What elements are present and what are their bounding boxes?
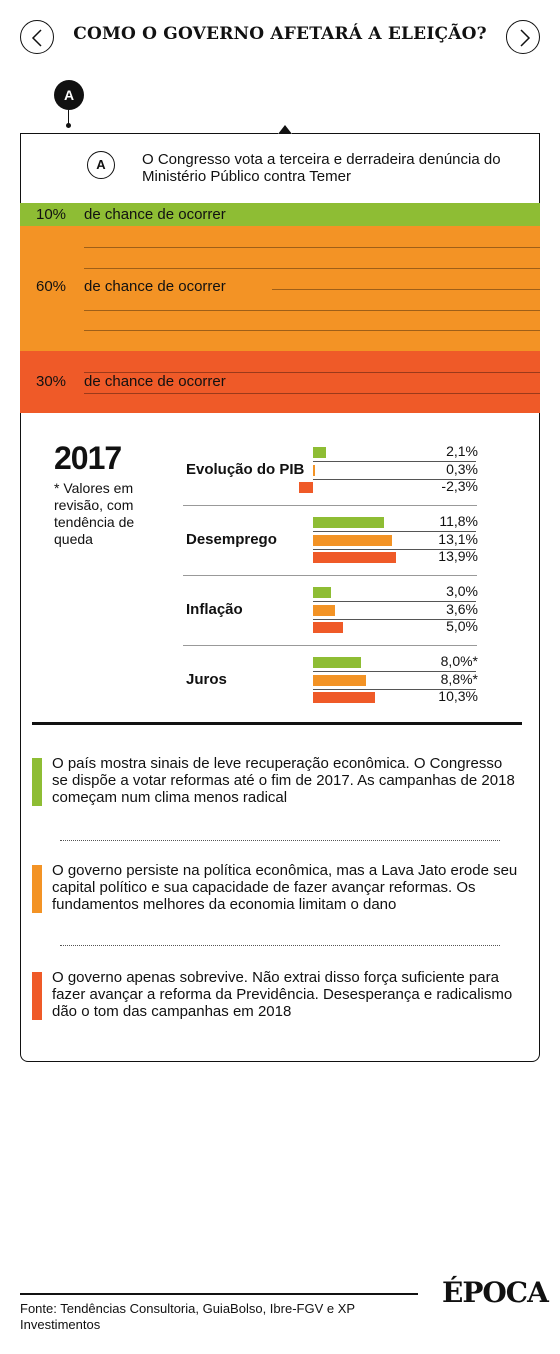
row-separator xyxy=(313,618,476,620)
bar xyxy=(313,657,361,668)
row-separator xyxy=(313,601,476,602)
footer-rule xyxy=(20,1293,418,1295)
data-label: 3,6% xyxy=(446,600,478,617)
data-label: 8,8%* xyxy=(440,670,478,687)
outlook-year: 2017 xyxy=(54,440,122,476)
data-label: 13,1% xyxy=(438,530,478,547)
bar xyxy=(313,464,315,476)
band-pct-mid: 60% xyxy=(36,278,67,295)
data-label: 8,0%* xyxy=(440,653,478,669)
scenario-text: O país mostra sinais de leve recuperação… xyxy=(52,755,515,806)
prev-button[interactable] xyxy=(20,20,54,54)
row-separator xyxy=(313,688,476,690)
chevron-right-icon xyxy=(520,29,531,47)
metric-name: Desemprego xyxy=(186,531,277,548)
data-label: 5,0% xyxy=(446,618,478,634)
band-mid xyxy=(20,226,540,351)
scenario-marker-green xyxy=(32,758,42,806)
event-description: O Congresso vota a terceira e derradeira… xyxy=(142,151,501,185)
band-rule xyxy=(84,268,540,269)
pointer-arrow-icon xyxy=(278,125,292,134)
band-rule xyxy=(84,247,540,248)
brand-logo: ÉPOCA xyxy=(442,1276,549,1309)
bar xyxy=(299,482,313,493)
data-label: 10,3% xyxy=(438,688,478,704)
row-separator xyxy=(313,531,476,532)
scenario-marker-orange xyxy=(32,865,42,913)
data-label: 11,8% xyxy=(439,513,478,529)
bar xyxy=(313,587,331,598)
scenario-divider xyxy=(60,945,500,946)
card-top-left xyxy=(20,133,278,134)
band-high xyxy=(20,351,540,413)
scenario-card xyxy=(20,133,540,1062)
row-separator xyxy=(313,461,476,462)
band-rule xyxy=(84,310,540,311)
marker-dot xyxy=(66,123,71,128)
band-rule xyxy=(84,393,540,394)
data-label: -2,3% xyxy=(441,478,478,494)
bar xyxy=(313,534,392,546)
card-top-right xyxy=(292,133,540,134)
data-label: 3,0% xyxy=(446,583,478,599)
data-label: 13,9% xyxy=(438,548,478,564)
data-label: 0,3% xyxy=(446,460,478,477)
bar xyxy=(313,517,384,528)
band-label-mid: de chance de ocorrer xyxy=(84,278,226,295)
band-pct-low: 10% xyxy=(36,206,67,223)
group-separator xyxy=(183,575,477,576)
band-label-low: de chance de ocorrer xyxy=(84,206,226,223)
band-rule xyxy=(84,372,540,373)
marker-stem xyxy=(68,110,69,125)
bar xyxy=(313,692,375,703)
bar xyxy=(313,552,397,563)
next-button[interactable] xyxy=(506,20,540,54)
scenario-text: O governo persiste na política econômica… xyxy=(52,862,518,913)
data-label: 2,1% xyxy=(446,443,478,459)
bar xyxy=(313,604,335,616)
band-low xyxy=(20,203,540,226)
band-pct-high: 30% xyxy=(36,373,67,390)
scenario-text: O governo apenas sobrevive. Não extrai d… xyxy=(52,969,513,1020)
group-separator xyxy=(183,645,477,646)
page-title: COMO O GOVERNO AFETARÁ A ELEIÇÃO? xyxy=(73,24,487,44)
metric-name: Juros xyxy=(186,671,227,688)
bar xyxy=(313,622,343,633)
chevron-left-icon xyxy=(31,29,42,47)
outlook-note: * Valores em revisão, com tendência de q… xyxy=(54,480,135,547)
bar xyxy=(313,674,366,686)
scenario-divider xyxy=(60,840,500,841)
section-divider xyxy=(32,722,522,725)
timeline-marker[interactable]: A xyxy=(54,80,84,110)
band-rule xyxy=(84,330,540,331)
row-separator xyxy=(313,548,476,550)
row-separator xyxy=(313,478,476,480)
row-separator xyxy=(313,671,476,672)
band-label-high: de chance de ocorrer xyxy=(84,373,226,390)
metric-name: Evolução do PIB xyxy=(186,461,305,478)
band-rule xyxy=(272,289,540,290)
source-note: Fonte: Tendências Consultoria, GuiaBolso… xyxy=(20,1301,355,1332)
metric-name: Inflação xyxy=(186,601,243,618)
scenario-marker-red xyxy=(32,972,42,1020)
bar xyxy=(313,447,326,458)
event-badge: A xyxy=(87,151,115,179)
group-separator xyxy=(183,505,477,506)
